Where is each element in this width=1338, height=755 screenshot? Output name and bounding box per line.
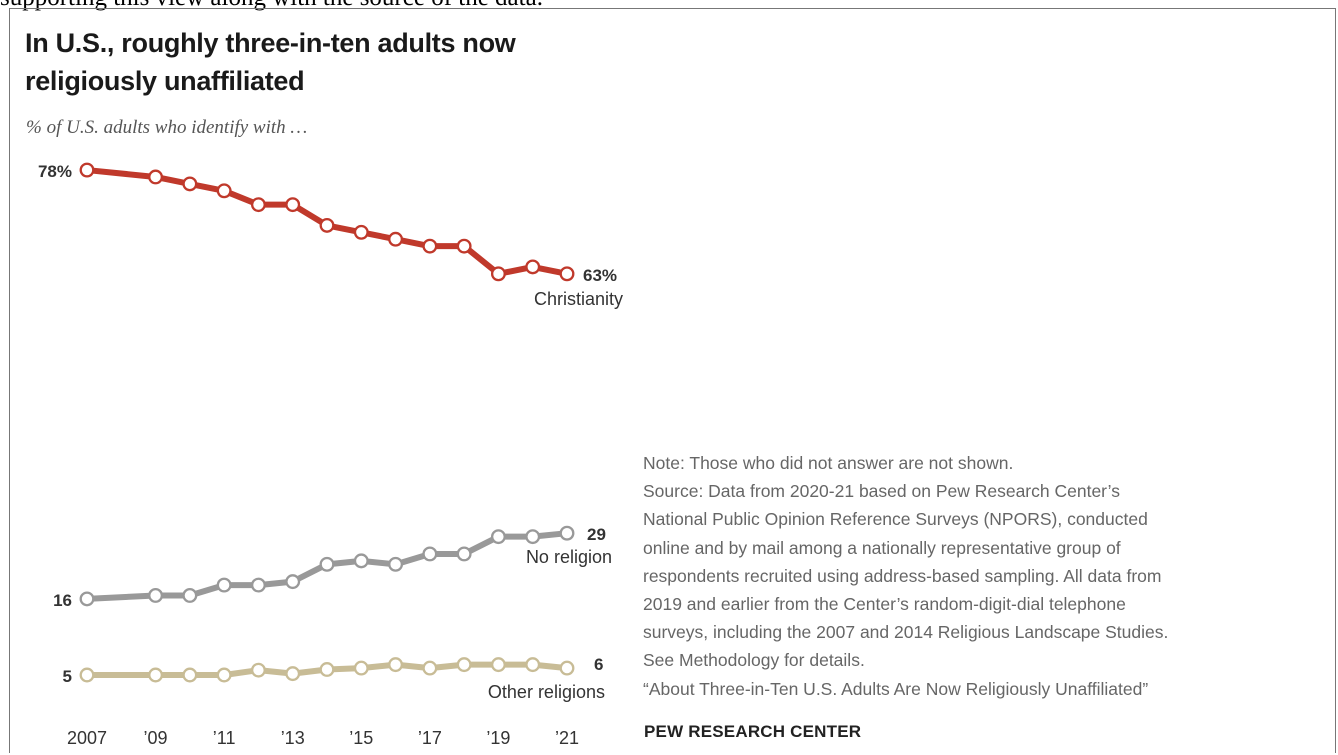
organization-name: PEW RESEARCH CENTER — [644, 722, 862, 741]
data-point — [79, 162, 95, 178]
x-tick-label: ’13 — [281, 728, 305, 748]
data-point — [148, 169, 164, 185]
source-line: online and by mail among a nationally re… — [643, 537, 1121, 558]
data-point — [559, 525, 575, 541]
data-point — [422, 660, 438, 676]
data-point — [525, 259, 541, 275]
data-point — [388, 231, 404, 247]
data-point — [422, 546, 438, 562]
data-point — [250, 662, 266, 678]
data-point — [182, 588, 198, 603]
data-point — [250, 577, 266, 593]
end-value-label: 29 — [587, 525, 606, 544]
start-value-label: 5 — [63, 667, 72, 686]
series-name-label: Other religions — [488, 682, 605, 702]
data-point — [525, 657, 541, 673]
data-point — [285, 197, 301, 213]
data-point — [490, 657, 506, 673]
data-point — [285, 666, 301, 682]
data-point — [353, 224, 369, 240]
x-tick-label: ’09 — [144, 728, 168, 748]
caption-text-above: supporting this view along with the sour… — [0, 0, 543, 12]
data-point — [79, 591, 95, 607]
start-value-label: 16 — [53, 591, 72, 610]
series-name-label: Christianity — [534, 289, 623, 309]
data-point — [148, 588, 164, 603]
data-point — [456, 657, 472, 673]
end-value-label: 6 — [594, 655, 603, 674]
x-tick-label: ’15 — [349, 728, 373, 748]
notes-block: Note: Those who did not answer are not s… — [643, 449, 1333, 703]
data-point — [285, 574, 301, 590]
x-tick-label: ’17 — [418, 728, 442, 748]
data-point — [456, 546, 472, 562]
report-title-line: “About Three-in-Ten U.S. Adults Are Now … — [643, 678, 1149, 699]
data-point — [559, 660, 575, 676]
source-line: National Public Opinion Reference Survey… — [643, 509, 1148, 530]
data-point — [456, 238, 472, 254]
data-point — [319, 217, 335, 233]
data-point — [182, 176, 198, 192]
data-point — [216, 667, 232, 683]
data-point — [250, 197, 266, 213]
data-point — [216, 183, 232, 199]
data-point — [525, 529, 541, 545]
data-point — [79, 667, 95, 683]
source-line: respondents recruited using address-base… — [643, 565, 1162, 586]
data-point — [319, 662, 335, 677]
data-point — [490, 266, 506, 282]
chart-subtitle: % of U.S. adults who identify with … — [26, 117, 308, 138]
source-line: 2019 and earlier from the Center’s rando… — [643, 594, 1126, 615]
figure-frame — [9, 8, 1336, 753]
data-point — [388, 556, 404, 572]
data-point — [148, 667, 164, 683]
data-point — [353, 553, 369, 569]
chart-title: In U.S., roughly three-in-ten adults now… — [25, 28, 516, 96]
data-point — [319, 556, 335, 572]
data-point — [422, 238, 438, 254]
x-tick-label: 2007 — [67, 728, 107, 748]
x-tick-label: ’11 — [213, 728, 236, 748]
series-name-label: No religion — [526, 547, 612, 567]
note-line: Note: Those who did not answer are not s… — [643, 453, 1014, 473]
start-value-label: 78% — [38, 162, 72, 181]
data-point — [559, 266, 575, 282]
x-tick-label: ’21 — [555, 728, 579, 748]
data-point — [353, 660, 369, 676]
x-tick-label: ’19 — [486, 728, 510, 748]
source-line: Source: Data from 2020-21 based on Pew R… — [643, 481, 1120, 502]
end-value-label: 63% — [583, 266, 617, 285]
source-line: See Methodology for details. — [643, 650, 865, 671]
data-point — [216, 577, 232, 593]
source-line: surveys, including the 2007 and 2014 Rel… — [643, 622, 1169, 643]
data-point — [388, 657, 404, 673]
data-point — [182, 667, 198, 683]
data-point — [490, 529, 506, 545]
